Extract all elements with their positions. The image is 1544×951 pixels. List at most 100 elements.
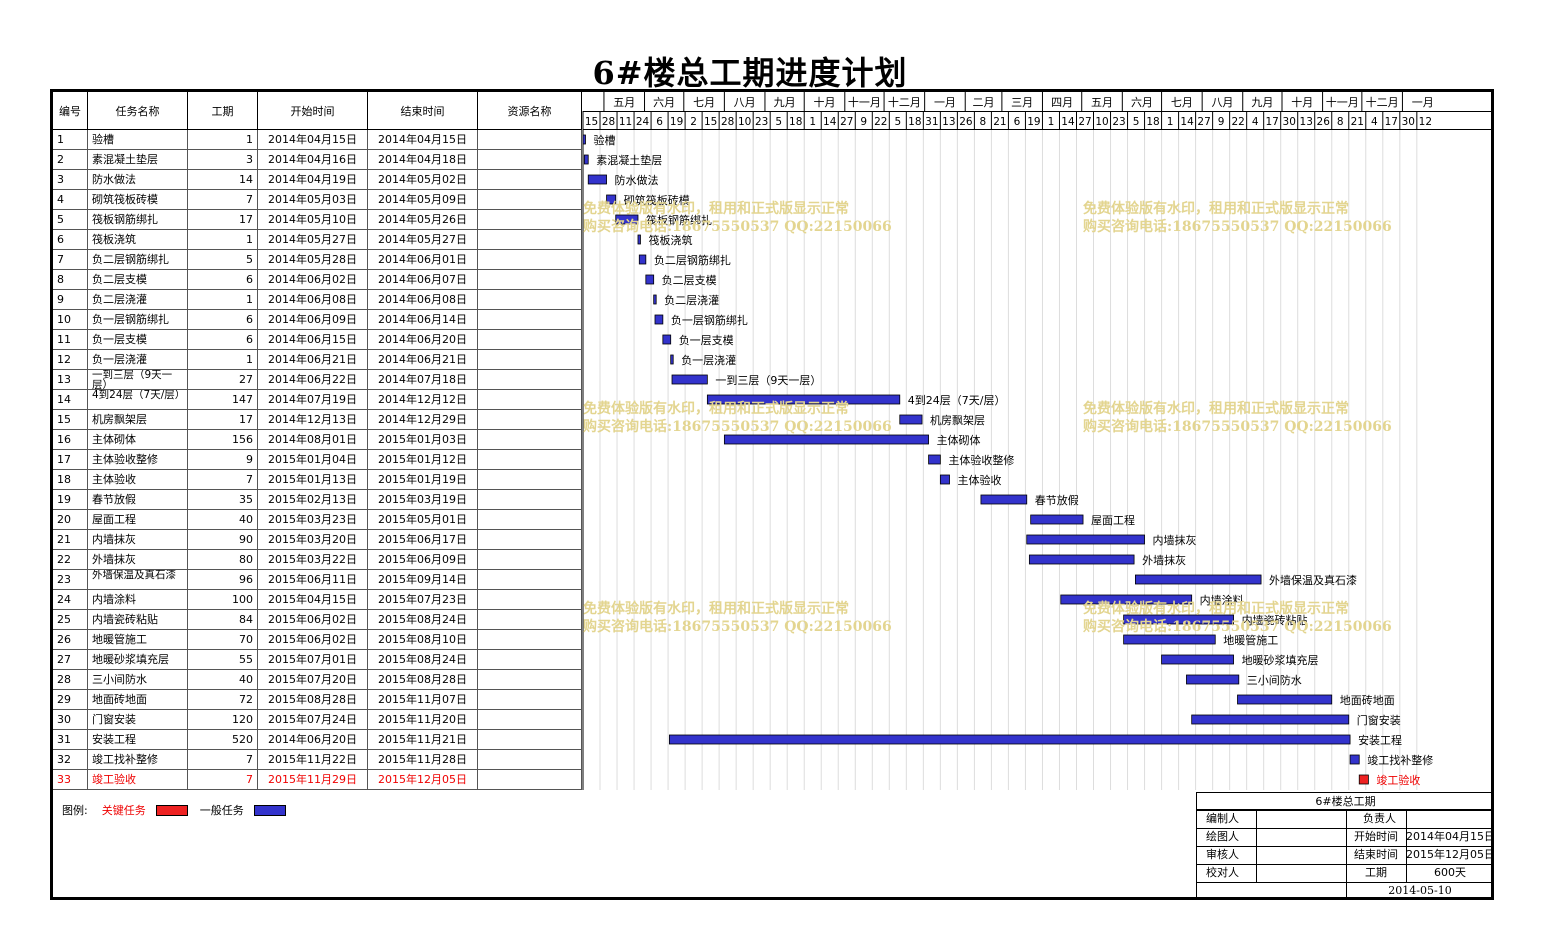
- cell-id: 16: [53, 430, 88, 450]
- cell-duration: 40: [188, 670, 258, 690]
- cell-start: 2015年06月02日: [258, 610, 368, 630]
- cell-resource: [478, 530, 582, 550]
- cell-task-name: 外墙保温及真石漆: [88, 570, 188, 590]
- day-label: 5: [775, 116, 782, 128]
- cell-id: 3: [53, 170, 88, 190]
- cell-duration: 1: [188, 230, 258, 250]
- day-label: 23: [1112, 116, 1125, 128]
- cell-start: 2014年04月19日: [258, 170, 368, 190]
- gantt-bar: [1134, 574, 1262, 585]
- cell-resource: [478, 550, 582, 570]
- day-label: 4: [1252, 116, 1259, 128]
- cell-id: 28: [53, 670, 88, 690]
- day-label: 14: [1061, 116, 1075, 128]
- cell-end: 2015年01月12日: [368, 450, 478, 470]
- cell-id: 32: [53, 750, 88, 770]
- cell-id: 5: [53, 210, 88, 230]
- day-label: 23: [755, 116, 768, 128]
- day-label: 26: [1317, 116, 1331, 128]
- cell-start: 2015年07月24日: [258, 710, 368, 730]
- cell-resource: [478, 610, 582, 630]
- cell-task-name: 门窗安装: [88, 710, 188, 730]
- cell-resource: [478, 230, 582, 250]
- gantt-bar-label: 负二层支模: [662, 273, 717, 287]
- month-label: 十二月: [888, 95, 921, 109]
- cell-task-name: 负一层支模: [88, 330, 188, 350]
- cell-id: 25: [53, 610, 88, 630]
- gantt-bar-label: 门窗安装: [1357, 713, 1401, 727]
- gantt-bar: [980, 494, 1028, 505]
- cell-duration: 520: [188, 730, 258, 750]
- gantt-bar-label: 一到三层（9天一层）: [715, 374, 821, 387]
- cell-end: 2014年12月12日: [368, 390, 478, 410]
- gantt-bar: [1237, 694, 1333, 705]
- cell-end: 2014年06月01日: [368, 250, 478, 270]
- cell-start: 2015年03月20日: [258, 530, 368, 550]
- gantt-bar-label: 地面砖地面: [1340, 693, 1395, 707]
- cell-start: 2015年03月23日: [258, 510, 368, 530]
- day-label: 12: [1419, 116, 1432, 128]
- cell-resource: [478, 730, 582, 750]
- gantt-bar-label: 外墙抹灰: [1142, 553, 1186, 567]
- cell-task-name: 地面砖地面: [88, 690, 188, 710]
- cell-duration: 90: [188, 530, 258, 550]
- tb-owner: 负责人: [1363, 812, 1396, 825]
- legend-normal-label: 一般任务: [199, 804, 244, 817]
- cell-id: 15: [53, 410, 88, 430]
- gantt-bar-label: 竣工找补整修: [1367, 753, 1433, 767]
- cell-duration: 6: [188, 310, 258, 330]
- cell-resource: [478, 430, 582, 450]
- tb-reviewed-by: 审核人: [1206, 848, 1239, 861]
- cell-end: 2015年01月19日: [368, 470, 478, 490]
- gantt-bar-label: 主体砌体: [937, 433, 981, 447]
- cell-resource: [478, 670, 582, 690]
- gantt-bar: [606, 194, 617, 205]
- cell-resource: [478, 770, 582, 790]
- tb-duration-label: 工期: [1365, 866, 1387, 879]
- title-block-grid: [1196, 792, 1494, 900]
- month-label: 八月: [1211, 96, 1233, 109]
- cell-duration: 6: [188, 270, 258, 290]
- gantt-bar: [1028, 554, 1135, 565]
- cell-end: 2014年05月09日: [368, 190, 478, 210]
- legend-label: 图例:: [62, 804, 88, 817]
- day-label: 18: [789, 116, 802, 128]
- cell-end: 2014年06月14日: [368, 310, 478, 330]
- month-label: 五月: [613, 96, 635, 109]
- day-label: 14: [1180, 116, 1194, 128]
- day-label: 21: [993, 116, 1006, 128]
- cell-task-name: 筏板钢筋绑扎: [88, 210, 188, 230]
- cell-start: 2015年06月11日: [258, 570, 368, 590]
- cell-task-name: 主体验收: [88, 470, 188, 490]
- cell-start: 2014年06月15日: [258, 330, 368, 350]
- cell-start: 2014年06月21日: [258, 350, 368, 370]
- day-label: 19: [1027, 116, 1040, 128]
- cell-id: 26: [53, 630, 88, 650]
- cell-start: 2014年05月28日: [258, 250, 368, 270]
- gantt-bar: [1191, 714, 1350, 725]
- cell-start: 2015年01月13日: [258, 470, 368, 490]
- tb-drawn-by: 绘图人: [1206, 830, 1239, 843]
- cell-id: 27: [53, 650, 88, 670]
- cell-start: 2014年06月22日: [258, 370, 368, 390]
- schedule-frame: [50, 89, 1494, 900]
- day-label: 28: [721, 116, 734, 128]
- cell-id: 9: [53, 290, 88, 310]
- cell-duration: 7: [188, 750, 258, 770]
- gantt-bar: [671, 374, 708, 385]
- cell-resource: [478, 390, 582, 410]
- cell-resource: [478, 170, 582, 190]
- month-label: 十一月: [1326, 95, 1359, 109]
- cell-start: 2014年05月03日: [258, 190, 368, 210]
- cell-id: 1: [53, 130, 88, 150]
- month-label: 一月: [1412, 96, 1434, 109]
- cell-end: 2015年11月07日: [368, 690, 478, 710]
- cell-end: 2015年06月09日: [368, 550, 478, 570]
- gantt-bar-label: 地暖管施工: [1223, 633, 1278, 647]
- day-label: 6: [656, 116, 663, 128]
- cell-resource: [478, 710, 582, 730]
- tb-end-label: 结束时间: [1354, 848, 1398, 861]
- gantt-bar: [670, 354, 674, 365]
- cell-resource: [478, 570, 582, 590]
- cell-task-name: 安装工程: [88, 730, 188, 750]
